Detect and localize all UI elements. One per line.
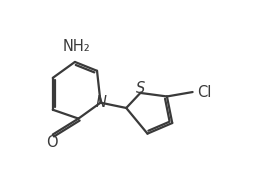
Text: N: N xyxy=(96,95,107,110)
Text: S: S xyxy=(136,81,145,96)
Text: Cl: Cl xyxy=(197,85,211,99)
Text: NH₂: NH₂ xyxy=(63,39,91,54)
Text: O: O xyxy=(46,135,58,150)
